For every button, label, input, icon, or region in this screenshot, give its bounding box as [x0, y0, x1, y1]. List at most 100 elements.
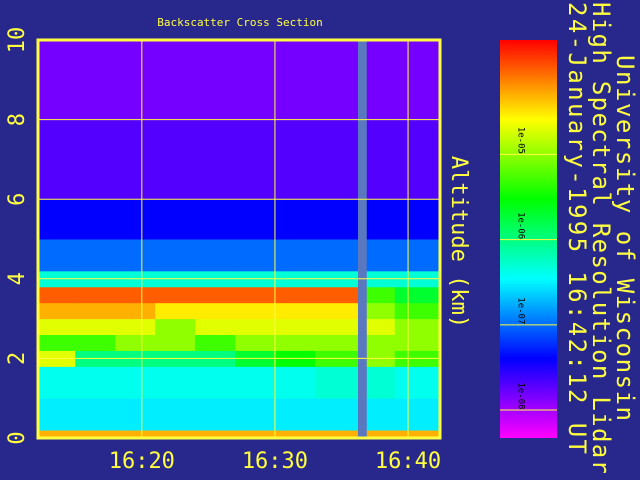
- x-tick-label: 16:30: [242, 449, 308, 474]
- colorbar-tick-label: 1e-08: [516, 383, 526, 410]
- heatmap-cell: [394, 318, 441, 336]
- heatmap-cell: [38, 398, 76, 431]
- heatmap-cell: [155, 398, 196, 431]
- heatmap-cell: [195, 430, 236, 439]
- y-tick-label: 0: [5, 431, 30, 444]
- heatmap-cell: [75, 286, 116, 304]
- heatmap-cell: [366, 239, 396, 272]
- colorbar-tick-label: 1e-05: [516, 127, 526, 154]
- colorbar-tick-label: 1e-07: [516, 297, 526, 324]
- heatmap-cell: [38, 334, 76, 351]
- heatmap-cell: [75, 430, 116, 439]
- heatmap-cell: [155, 302, 196, 320]
- y-tick-label: 4: [5, 272, 30, 285]
- heatmap-cell: [75, 40, 116, 121]
- heatmap-cell: [366, 366, 396, 399]
- heatmap-cell: [75, 318, 116, 336]
- heatmap-cell: [195, 286, 236, 304]
- y-axis-label: Altitude (km): [446, 156, 471, 328]
- heatmap-cell: [155, 119, 196, 200]
- heatmap-cell: [314, 119, 358, 200]
- heatmap-cell: [394, 40, 441, 121]
- heatmap-cell: [274, 40, 316, 121]
- heatmap-cell: [155, 40, 196, 121]
- x-tick-label: 16:40: [375, 449, 441, 474]
- y-tick-label: 2: [5, 352, 30, 365]
- heatmap-cell: [314, 302, 358, 320]
- heatmap-cell: [274, 302, 316, 320]
- heatmap-cell: [366, 119, 396, 200]
- heatmap-cell: [394, 286, 441, 304]
- heatmap-cell: [155, 318, 196, 336]
- heatmap-cell: [314, 286, 358, 304]
- heatmap-cell: [115, 366, 156, 399]
- heatmap-cell: [195, 239, 236, 272]
- heatmap-cell: [155, 430, 196, 439]
- heatmap-cell: [394, 334, 441, 351]
- heatmap-cell: [115, 239, 156, 272]
- colorbar: [500, 40, 557, 438]
- annotation: University of Wisconsin: [611, 55, 639, 421]
- heatmap-cell: [38, 286, 76, 304]
- heatmap-cell: [155, 366, 196, 399]
- heatmap-cell: [38, 239, 76, 272]
- heatmap-cell: [274, 334, 316, 351]
- heatmap-cell: [274, 119, 316, 200]
- heatmap-cell: [235, 430, 276, 439]
- heatmap-cell: [235, 119, 276, 200]
- heatmap-cell: [366, 40, 396, 121]
- heatmap-cell: [38, 302, 76, 320]
- heatmap-cell: [394, 119, 441, 200]
- y-tick-label: 10: [5, 27, 30, 54]
- heatmap-cell: [394, 239, 441, 272]
- heatmap-cell: [235, 318, 276, 336]
- heatmap-cell: [366, 318, 396, 336]
- heatmap-cell: [195, 318, 236, 336]
- heatmap-cell: [314, 239, 358, 272]
- heatmap-cell: [274, 286, 316, 304]
- heatmap-cell: [195, 398, 236, 431]
- heatmap-cell: [235, 366, 276, 399]
- heatmap-cell: [394, 398, 441, 431]
- heatmap-cell: [394, 430, 441, 439]
- heatmap-cell: [314, 430, 358, 439]
- heatmap-cell: [115, 302, 156, 320]
- heatmap-cell: [115, 286, 156, 304]
- heatmap-cell: [314, 366, 358, 399]
- heatmap-cell: [38, 366, 76, 399]
- heatmap-cell: [314, 318, 358, 336]
- heatmap-cell: [155, 239, 196, 272]
- heatmap-cell: [195, 119, 236, 200]
- heatmap-cell: [366, 199, 396, 240]
- heatmap-cell: [115, 334, 156, 351]
- heatmap-cell: [38, 199, 76, 240]
- heatmap-cell: [235, 334, 276, 351]
- heatmap-cell: [274, 366, 316, 399]
- heatmap-cell: [366, 430, 396, 439]
- heatmap-cell: [366, 302, 396, 320]
- heatmap-cell: [38, 318, 76, 336]
- heatmap-cell: [366, 398, 396, 431]
- annotation: 24-January-1995 16:42:12 UT: [563, 2, 591, 454]
- heatmap-cell: [274, 239, 316, 272]
- heatmap-cell: [75, 119, 116, 200]
- heatmap-cell: [155, 334, 196, 351]
- x-tick-label: 16:20: [109, 449, 175, 474]
- y-tick-label: 6: [5, 193, 30, 206]
- colorbar-tick-label: 1e-06: [516, 212, 526, 239]
- heatmap-cell: [394, 366, 441, 399]
- heatmap-cell: [38, 430, 76, 439]
- heatmap-cell: [235, 40, 276, 121]
- heatmap-cell: [314, 40, 358, 121]
- heatmap-cell: [115, 430, 156, 439]
- y-tick-label: 8: [5, 113, 30, 126]
- heatmap-cell: [314, 199, 358, 240]
- heatmap-cell: [314, 334, 358, 351]
- heatmap-cell: [115, 318, 156, 336]
- heatmap-cell: [75, 302, 116, 320]
- heatmap-cell: [38, 40, 76, 121]
- heatmap-cell: [235, 199, 276, 240]
- heatmap-cell: [366, 334, 396, 351]
- heatmap-cell: [115, 199, 156, 240]
- heatmap-cell: [75, 334, 116, 351]
